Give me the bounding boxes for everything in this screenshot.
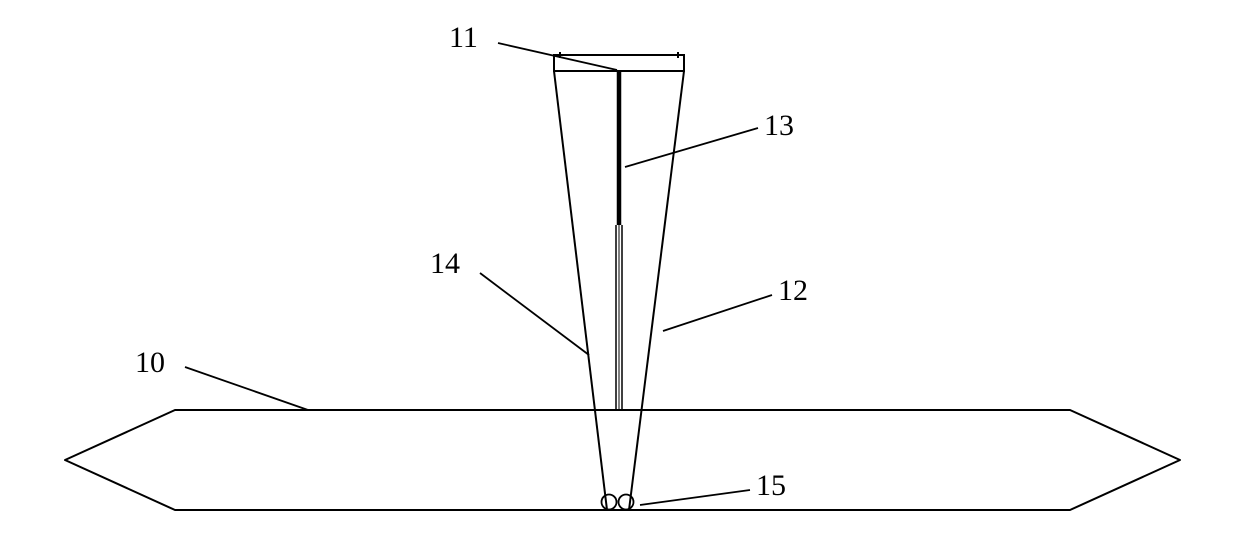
leader-13 <box>625 128 758 167</box>
technical-diagram: 11 13 14 12 10 15 <box>0 0 1240 555</box>
label-10: 10 <box>135 346 165 379</box>
leader-11 <box>498 43 617 70</box>
leader-10 <box>185 367 308 410</box>
outer-taper-left <box>554 71 607 510</box>
bottom-circle-1 <box>602 495 617 510</box>
leader-14 <box>480 273 589 355</box>
top-cap <box>554 55 684 71</box>
label-15: 15 <box>756 469 786 502</box>
label-14: 14 <box>430 247 460 280</box>
label-12: 12 <box>778 274 808 307</box>
outer-taper-right <box>629 71 684 510</box>
leader-15 <box>640 490 750 505</box>
leader-12 <box>663 295 772 331</box>
label-11: 11 <box>449 21 478 54</box>
label-13: 13 <box>764 109 794 142</box>
bottom-circle-2 <box>619 495 634 510</box>
